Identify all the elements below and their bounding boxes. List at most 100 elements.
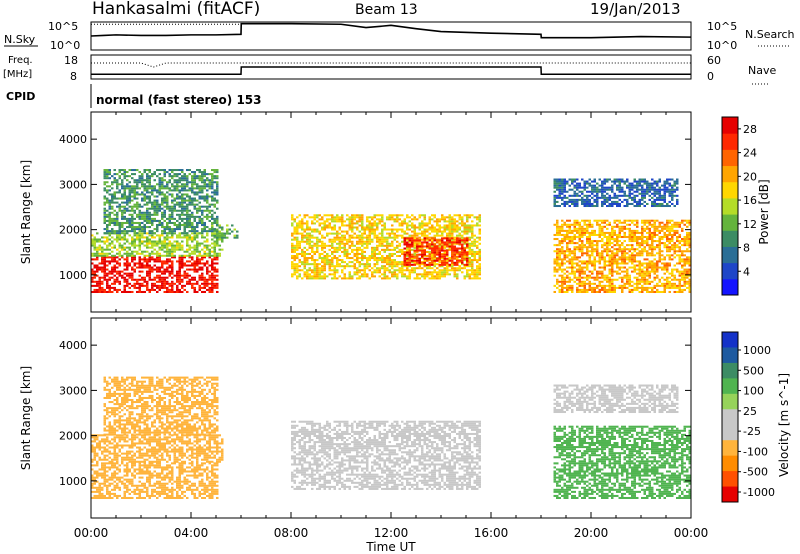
range-cell [178, 197, 181, 200]
range-cell [673, 274, 676, 277]
range-cell [303, 230, 306, 233]
range-cell [461, 222, 464, 225]
range-cell [111, 228, 114, 231]
range-cell [313, 214, 316, 217]
range-cell [373, 259, 376, 262]
range-cell [168, 260, 171, 263]
range-cell [123, 209, 126, 212]
range-cell [121, 274, 124, 277]
range-cell [431, 252, 434, 255]
range-cell [578, 278, 581, 281]
range-cell [183, 274, 186, 277]
range-cell [643, 288, 646, 291]
range-cell [596, 221, 599, 224]
range-cell [641, 272, 644, 275]
range-cell [468, 250, 471, 253]
range-cell [636, 272, 639, 275]
range-cell [128, 187, 131, 190]
range-cell [408, 228, 411, 231]
range-cell [586, 254, 589, 257]
range-cell [138, 213, 141, 216]
range-cell [353, 267, 356, 270]
range-cell [403, 263, 406, 266]
range-cell [586, 229, 589, 232]
range-cell [568, 248, 571, 251]
range-cell [646, 258, 649, 261]
range-cell [626, 223, 629, 226]
range-cell [438, 271, 441, 274]
range-cell [133, 226, 136, 229]
range-cell [573, 280, 576, 283]
range-cell [386, 218, 389, 221]
range-cell [166, 260, 169, 263]
range-cell [588, 270, 591, 273]
range-cell [338, 242, 341, 245]
range-cell [563, 280, 566, 283]
range-cell [206, 230, 209, 233]
range-cell [138, 205, 141, 208]
range-cell [93, 242, 96, 245]
range-cell [91, 240, 94, 243]
range-cell [103, 221, 106, 224]
range-cell [131, 169, 134, 172]
range-cell [356, 273, 359, 276]
range-cell [108, 290, 111, 293]
range-cell [211, 228, 214, 231]
range-cell [151, 213, 154, 216]
range-cell [426, 250, 429, 253]
range-cell [196, 240, 199, 243]
range-cell [303, 228, 306, 231]
range-cell [133, 256, 136, 259]
range-cell [213, 171, 216, 174]
range-cell [586, 262, 589, 265]
range-cell [618, 286, 621, 289]
range-cell [193, 288, 196, 291]
range-cell [616, 252, 619, 255]
range-cell [188, 248, 191, 251]
range-cell [128, 221, 131, 224]
range-cell [458, 261, 461, 264]
range-cell [321, 259, 324, 262]
range-cell [371, 222, 374, 225]
range-cell [218, 252, 221, 255]
range-cell [298, 222, 301, 225]
range-cell [311, 269, 314, 272]
range-cell [298, 259, 301, 262]
range-cell [188, 230, 191, 233]
range-cell [398, 263, 401, 266]
range-cell [91, 252, 94, 255]
range-cell [126, 240, 129, 243]
range-cell [171, 272, 174, 275]
range-cell [121, 217, 124, 220]
range-cell [456, 230, 459, 233]
range-cell [153, 203, 156, 206]
range-cell [636, 244, 639, 247]
range-cell [186, 250, 189, 253]
range-cell [453, 253, 456, 256]
range-cell [406, 265, 409, 268]
range-cell [148, 240, 151, 243]
range-cell [558, 240, 561, 243]
range-cell [318, 224, 321, 227]
range-cell [658, 242, 661, 245]
range-cell [328, 263, 331, 266]
range-cell [198, 252, 201, 255]
range-cell [148, 183, 151, 186]
range-cell [91, 268, 94, 271]
range-cell [303, 271, 306, 274]
range-cell [381, 257, 384, 260]
range-cell [441, 237, 444, 240]
range-cell [448, 273, 451, 276]
range-cell [158, 248, 161, 251]
range-cell [156, 270, 159, 273]
range-cell [203, 252, 206, 255]
range-cell [573, 252, 576, 255]
range-cell [133, 264, 136, 267]
range-cell [406, 232, 409, 235]
range-cell [291, 222, 294, 225]
range-cell [336, 238, 339, 241]
range-cell [618, 225, 621, 228]
range-cell [608, 221, 611, 224]
range-cell [638, 244, 641, 247]
range-cell [156, 209, 159, 212]
